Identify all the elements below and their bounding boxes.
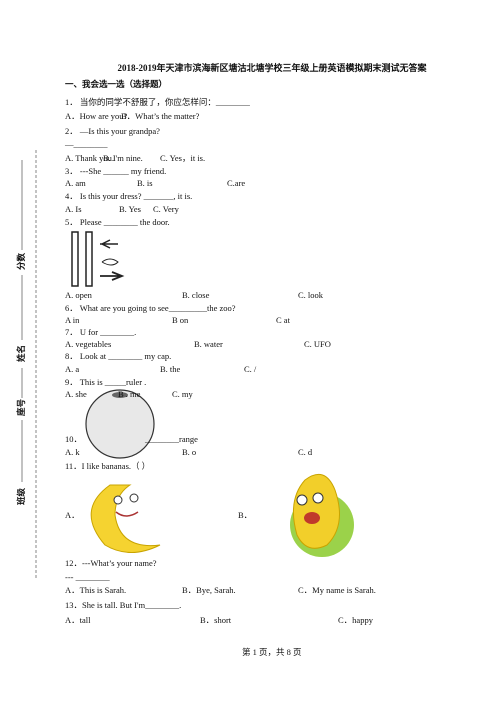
question-stem: 12．---What’s your name? <box>65 558 157 568</box>
option: C. / <box>244 364 257 374</box>
option: C. Very <box>153 204 179 214</box>
option: A． <box>65 510 80 520</box>
option: B. o <box>182 447 197 457</box>
question-stem: 7． U for ________. <box>65 327 137 337</box>
option: B. is <box>137 178 153 188</box>
option: A. open <box>65 290 92 300</box>
option: A. she <box>65 389 87 399</box>
question-stem: 1． 当你的同学不舒服了，你应怎样问：________ <box>65 97 250 107</box>
option: C．My name is Sarah. <box>298 585 376 595</box>
option: C. Yes，it is. <box>160 153 206 163</box>
pear-image <box>290 473 354 557</box>
option: A．tall <box>65 615 91 625</box>
sidebar-label: 姓名 <box>16 344 26 362</box>
title: 2018-2019年天津市滨海新区塘沽北塘学校三年级上册英语模拟期末测试无答案 <box>117 63 427 73</box>
option: C. look <box>298 290 324 300</box>
option: B on <box>172 315 189 325</box>
option: B．Bye, Sarah. <box>182 585 236 595</box>
answer-line: --- ________ <box>65 572 110 582</box>
option: A．This is Sarah. <box>65 585 127 595</box>
sidebar-label: 班级 <box>16 487 26 505</box>
question-stem: 11．I like bananas.（ ） <box>65 461 151 471</box>
sidebar-label: 座号 <box>16 398 26 416</box>
option: A. k <box>65 447 80 457</box>
option: A. Thank you. <box>65 153 114 163</box>
option: B . me <box>118 389 141 399</box>
question-stem: 5． Please ________ the door. <box>65 217 170 227</box>
option: C.are <box>227 178 246 188</box>
option: B. the <box>160 364 181 374</box>
door-image <box>71 231 125 287</box>
question-stem: 10． <box>65 434 83 444</box>
banana-image <box>90 484 161 553</box>
option: A. Is <box>65 204 82 214</box>
option: A. a <box>65 364 80 374</box>
question-stem: 4． Is this your dress? _______, it is. <box>65 191 193 201</box>
option: C. UFO <box>304 339 331 349</box>
orange-image <box>85 389 155 459</box>
answer-line: —________ <box>65 139 108 149</box>
option: B. I'm nine. <box>103 153 143 163</box>
question-stem: 3． ---She ______ my friend. <box>65 166 167 176</box>
option: B．What’s the matter? <box>121 111 200 121</box>
option: B．short <box>200 615 232 625</box>
option: A. vegetables <box>65 339 112 349</box>
option: B. close <box>182 290 210 300</box>
option: C. my <box>172 389 193 399</box>
question-stem: 2． —Is this your grandpa? <box>65 126 160 136</box>
question-stem: 8． Look at ________ my cap. <box>65 351 172 361</box>
option: A. am <box>65 178 86 188</box>
question-stem: 9． This is _____ruler . <box>65 377 147 387</box>
section-heading: 一、我会选一选（选择题） <box>65 79 168 89</box>
option: C. d <box>298 447 313 457</box>
question-stem: 6． What are you going to see_________the… <box>65 303 236 313</box>
question-blank: ________range <box>145 434 198 444</box>
option: B. water <box>194 339 223 349</box>
option: A in <box>65 315 80 325</box>
option: A．How are you? <box>65 111 128 121</box>
option: B． <box>238 510 253 520</box>
option: C．happy <box>338 615 373 625</box>
option: C at <box>276 315 290 325</box>
page-footer: 第 1 页，共 8 页 <box>242 647 302 657</box>
question-stem: 13．She is tall. But I'm________. <box>65 600 182 610</box>
sidebar-label: 分数 <box>16 252 26 270</box>
option: B. Yes <box>119 204 141 214</box>
